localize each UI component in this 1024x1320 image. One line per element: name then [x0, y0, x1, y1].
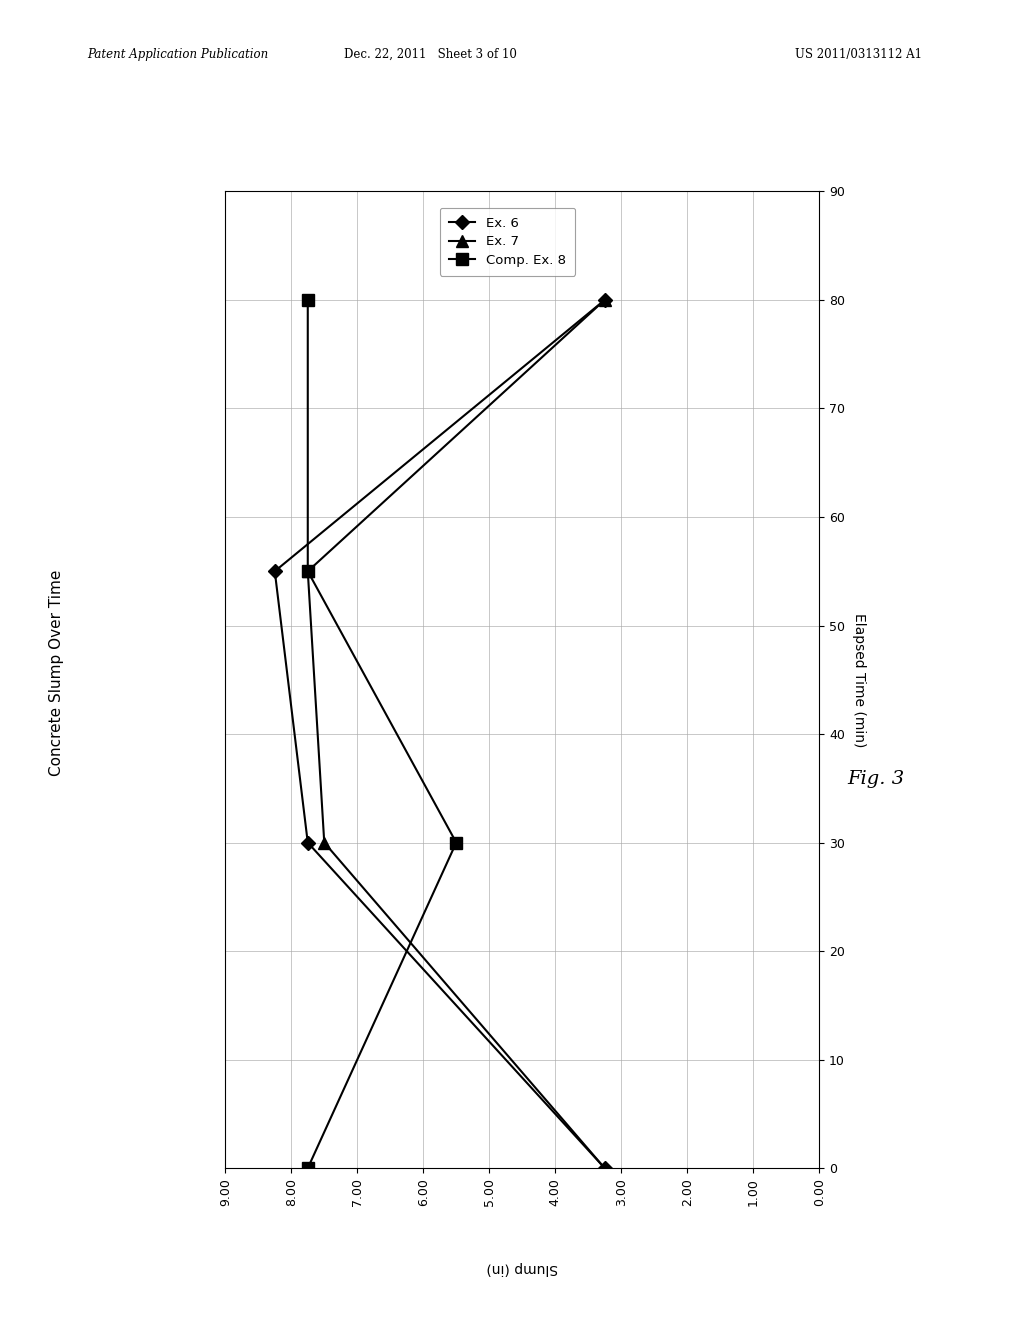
- Ex. 7: [318, 834, 331, 850]
- X-axis label: Slump (in): Slump (in): [486, 1262, 558, 1275]
- Line: Ex. 7: Ex. 7: [301, 293, 611, 1175]
- Text: Patent Application Publication: Patent Application Publication: [87, 48, 268, 61]
- Ex. 7: [599, 1160, 611, 1176]
- Ex. 7: [302, 564, 314, 579]
- Text: Concrete Slump Over Time: Concrete Slump Over Time: [49, 570, 63, 776]
- Comp. Ex. 8: [302, 564, 314, 579]
- Legend: Ex. 6, Ex. 7, Comp. Ex. 8: Ex. 6, Ex. 7, Comp. Ex. 8: [439, 207, 575, 276]
- Line: Ex. 6: Ex. 6: [270, 296, 609, 1173]
- Y-axis label: Elapsed Time (min): Elapsed Time (min): [852, 612, 865, 747]
- Comp. Ex. 8: [302, 292, 314, 308]
- Text: Dec. 22, 2011   Sheet 3 of 10: Dec. 22, 2011 Sheet 3 of 10: [344, 48, 516, 61]
- Comp. Ex. 8: [451, 834, 463, 850]
- Text: Fig. 3: Fig. 3: [847, 770, 904, 788]
- Line: Comp. Ex. 8: Comp. Ex. 8: [302, 294, 462, 1173]
- Ex. 6: [599, 1160, 611, 1176]
- Ex. 6: [268, 564, 281, 579]
- Ex. 7: [599, 292, 611, 308]
- Ex. 6: [599, 292, 611, 308]
- Ex. 6: [302, 834, 314, 850]
- Comp. Ex. 8: [302, 1160, 314, 1176]
- Text: US 2011/0313112 A1: US 2011/0313112 A1: [795, 48, 922, 61]
